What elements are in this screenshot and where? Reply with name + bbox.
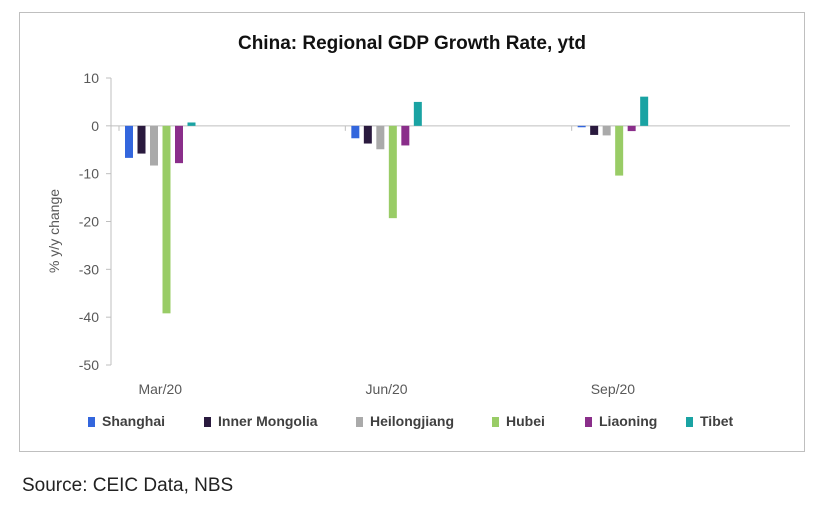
legend-label: Liaoning (599, 413, 657, 429)
bar-inner-mongolia-jun-20 (363, 125, 372, 144)
bar-chart: China: Regional GDP Growth Rate, ytd % y… (46, 33, 790, 429)
legend-label: Shanghai (102, 413, 165, 429)
y-tick-label: -50 (79, 357, 99, 373)
bar-liaoning-sep-20 (627, 125, 636, 132)
y-tick-label: -10 (79, 166, 99, 182)
legend-swatch (686, 417, 693, 427)
bar-shanghai-sep-20 (577, 125, 586, 128)
bar-tibet-sep-20 (640, 96, 649, 126)
bar-heilongjiang-jun-20 (376, 125, 385, 150)
bar-tibet-jun-20 (413, 101, 422, 126)
chart-frame: China: Regional GDP Growth Rate, ytd % y… (19, 12, 805, 452)
x-tick-label: Jun/20 (366, 381, 408, 397)
legend-label: Tibet (700, 413, 734, 429)
chart-title: China: Regional GDP Growth Rate, ytd (238, 33, 586, 54)
bar-liaoning-mar-20 (175, 125, 183, 164)
legend-label: Inner Mongolia (218, 413, 318, 429)
legend-swatch (492, 417, 499, 427)
bar-tibet-mar-20 (187, 122, 196, 126)
legend-swatch (585, 417, 592, 427)
bar-hubei-jun-20 (388, 125, 397, 219)
y-tick-label: -20 (79, 214, 99, 230)
legend-swatch (204, 417, 211, 427)
y-tick-label: 0 (91, 118, 99, 134)
bar-inner-mongolia-sep-20 (590, 125, 599, 135)
y-tick-label: -30 (79, 261, 99, 277)
legend-swatch (356, 417, 363, 427)
y-tick-label: 10 (83, 70, 99, 86)
source-note: Source: CEIC Data, NBS (22, 475, 234, 496)
plot-area: 10 0 -10 -20 -30 -40 -50 Mar/20 Jun/20 Sep/20 (79, 70, 790, 397)
bar-shanghai-mar-20 (125, 125, 133, 158)
legend-swatch (88, 417, 95, 427)
y-tick-label: -40 (79, 309, 99, 325)
bar-inner-mongolia-mar-20 (137, 125, 146, 154)
bar-hubei-sep-20 (615, 125, 624, 176)
bar-heilongjiang-mar-20 (150, 125, 158, 166)
y-axis-label: % y/y change (46, 189, 62, 273)
legend-label: Heilongjiang (370, 413, 454, 429)
bar-hubei-mar-20 (162, 125, 171, 314)
x-tick-label: Mar/20 (138, 381, 182, 397)
x-tick-label: Sep/20 (591, 381, 636, 397)
legend-label: Hubei (506, 413, 545, 429)
bar-liaoning-jun-20 (401, 125, 410, 146)
bar-heilongjiang-sep-20 (602, 125, 611, 136)
legend: Shanghai Inner Mongolia Heilongjiang Hubei L… (88, 413, 734, 429)
bar-shanghai-jun-20 (351, 125, 360, 139)
